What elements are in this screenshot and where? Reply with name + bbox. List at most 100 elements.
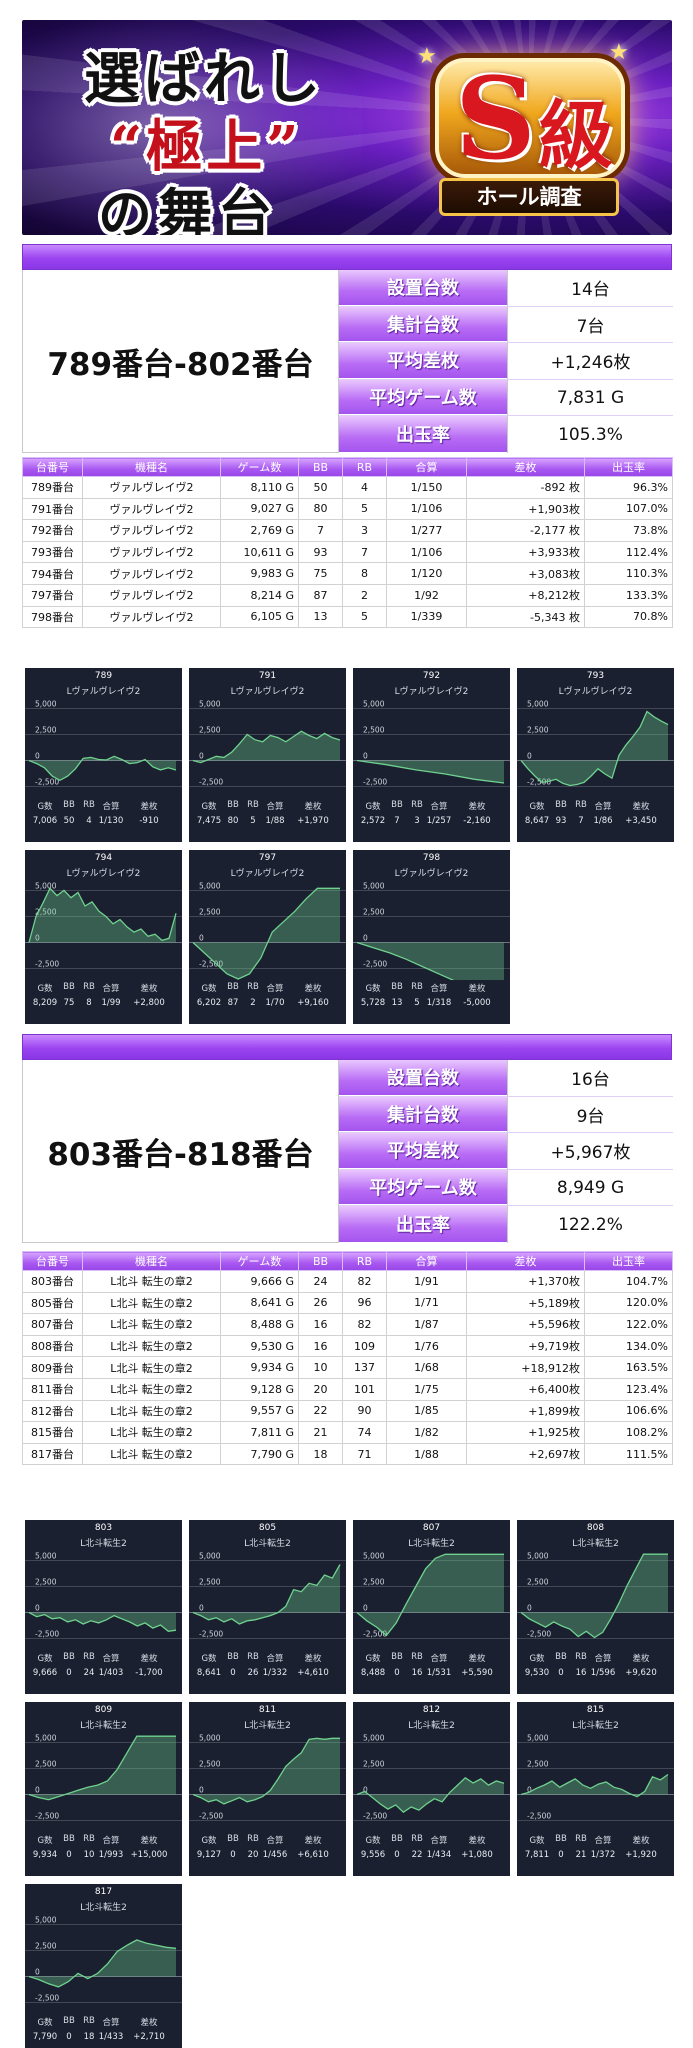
cell-stand-number: 811番台 — [22, 1377, 83, 1401]
stat-label: BB — [391, 1652, 403, 1662]
cell-bb: 75 — [298, 562, 343, 585]
stat-label: G数 — [365, 1654, 381, 1664]
stat-value: 1/434 — [426, 1850, 452, 1860]
stat-label: G数 — [201, 1654, 217, 1664]
stat-label: G数 — [37, 984, 53, 994]
cell-combined-rate: 1/87 — [386, 1313, 467, 1336]
table-row: 792番台 ヴァルヴレイヴ2 2,769 G 7 3 1/277 -2,177 枚 73.8% — [22, 519, 673, 542]
table-row: 811番台 L北斗 転生の章2 9,128 G 20 101 1/75 +6,400枚 123… — [22, 1377, 673, 1401]
cell-payout-rate: 96.3% — [584, 476, 673, 499]
s-class-emblem: ★ ★ ★ ★ S 級 ホール調査 — [397, 40, 652, 225]
stat-label: BB — [391, 800, 403, 810]
panel-stand-number: 791 — [258, 671, 277, 681]
stat-value: 2 — [250, 998, 256, 1008]
cell-difference: +2,697枚 — [466, 1442, 585, 1466]
panel-stand-number: 797 — [258, 853, 277, 863]
slot-graph-panel: 812 L北斗転生2 5,000 2,500 0 -2,500 G数 BB RB 合算 差枚 9,55… — [353, 1702, 510, 1876]
cell-stand-number: 807番台 — [22, 1313, 83, 1336]
cell-payout-rate: 133.3% — [584, 583, 673, 607]
stat-label: 合算 — [594, 802, 612, 812]
y-tick-label: 0 — [527, 1604, 532, 1613]
panel-stand-number: 807 — [422, 1523, 441, 1533]
y-tick-label: 0 — [363, 1604, 368, 1613]
cell-bb: 13 — [298, 605, 343, 629]
stat-label: RB — [411, 982, 423, 992]
y-tick-label: 0 — [527, 752, 532, 761]
summary-value: 105.3% — [507, 416, 673, 453]
stat-label: 合算 — [430, 802, 448, 812]
stat-label: 差枚 — [140, 1836, 158, 1846]
y-tick-label: 0 — [199, 752, 204, 761]
stat-value: +1,970 — [297, 816, 329, 826]
y-tick-label: 2,500 — [199, 1577, 221, 1586]
cell-machine-name: L北斗 転生の章2 — [82, 1356, 221, 1379]
cell-difference: -5,343 枚 — [466, 605, 585, 629]
difference-area — [193, 1564, 340, 1624]
badge-kanji: 級 — [539, 93, 613, 179]
stat-label: RB — [411, 800, 423, 810]
y-tick-label: 5,000 — [35, 1915, 57, 1924]
y-tick-label: 5,000 — [199, 1551, 221, 1560]
slot-graph-panel: 792 Lヴァルヴレイヴ2 5,000 2,500 0 -2,500 G数 BB RB 合算 差枚 2… — [353, 668, 510, 842]
stat-label: 差枚 — [304, 984, 322, 994]
summary-value: +1,246枚 — [507, 343, 673, 379]
panel-machine-name: Lヴァルヴレイヴ2 — [394, 687, 469, 697]
stat-label: RB — [575, 1834, 587, 1844]
cell-machine-name: L北斗 転生の章2 — [82, 1334, 221, 1358]
summary-row: 平均ゲーム数 7,831 G — [339, 379, 673, 417]
cell-payout-rate: 110.3% — [584, 562, 673, 585]
stat-label: BB — [63, 1652, 75, 1662]
cell-stand-number: 797番台 — [22, 583, 83, 607]
cell-combined-rate: 1/88 — [386, 1442, 467, 1466]
summary-row: 出玉率 105.3% — [339, 416, 673, 453]
stat-label: G数 — [365, 802, 381, 812]
stat-label: BB — [227, 982, 239, 992]
table-row: 805番台 L北斗 転生の章2 8,641 G 26 96 1/71 +5,189枚 120.… — [22, 1291, 673, 1315]
stat-label: BB — [391, 982, 403, 992]
stat-value: 0 — [66, 1850, 72, 1860]
y-tick-label: 2,500 — [35, 725, 57, 734]
y-tick-label: 2,500 — [363, 1577, 385, 1586]
cell-difference: +1,903枚 — [466, 497, 585, 521]
table-row: 793番台 ヴァルヴレイヴ2 10,611 G 93 7 1/106 +3,933枚 112.… — [22, 540, 673, 564]
stat-value: 13 — [391, 998, 403, 1008]
y-tick-label: -2,500 — [35, 960, 59, 969]
cell-payout-rate: 106.6% — [584, 1399, 673, 1423]
cell-difference: +6,400枚 — [466, 1377, 585, 1401]
cell-rb: 74 — [342, 1421, 387, 1444]
stat-value: +2,800 — [133, 998, 165, 1008]
y-tick-label: -2,500 — [363, 1630, 387, 1639]
stat-value: -2,160 — [463, 816, 491, 826]
cell-games: 8,110 G — [220, 476, 299, 499]
y-tick-label: 2,500 — [35, 1577, 57, 1586]
column-header: RB — [342, 457, 387, 477]
slot-graph-panel: 797 Lヴァルヴレイヴ2 5,000 2,500 0 -2,500 G数 BB RB 合算 差枚 6… — [189, 850, 346, 1024]
cell-payout-rate: 111.5% — [584, 1442, 673, 1466]
summary-label: 平均ゲーム数 — [339, 379, 507, 416]
stat-label: 差枚 — [140, 984, 158, 994]
section-title: 803番台-818番台 — [23, 1060, 339, 1242]
y-tick-label: 2,500 — [199, 725, 221, 734]
cell-payout-rate: 163.5% — [584, 1356, 673, 1379]
stat-label: 差枚 — [468, 1654, 486, 1664]
y-tick-label: 5,000 — [199, 881, 221, 890]
cell-stand-number: 789番台 — [22, 476, 83, 499]
cell-difference: +3,083枚 — [466, 562, 585, 585]
difference-area — [357, 942, 504, 980]
y-tick-label: 5,000 — [363, 881, 385, 890]
stat-label: RB — [247, 1834, 259, 1844]
stat-value: 21 — [575, 1850, 587, 1860]
panel-machine-name: L北斗転生2 — [408, 1539, 455, 1549]
slot-graph-panel: 793 Lヴァルヴレイヴ2 5,000 2,500 0 -2,500 G数 BB RB 合算 差枚 8… — [517, 668, 674, 842]
y-tick-label: 5,000 — [199, 699, 221, 708]
stat-label: 合算 — [102, 1836, 120, 1846]
stat-label: 合算 — [594, 1654, 612, 1664]
y-tick-label: 5,000 — [527, 699, 549, 708]
stat-label: 差枚 — [140, 1654, 158, 1664]
banner-image: 選ばれし “極上” の舞台 ★ ★ ★ ★ S 級 ホール調査 — [22, 20, 672, 235]
cell-rb: 101 — [342, 1377, 387, 1401]
difference-line — [28, 887, 177, 943]
y-tick-label: -2,500 — [527, 778, 551, 787]
stat-label: G数 — [201, 1836, 217, 1846]
cell-stand-number: 812番台 — [22, 1399, 83, 1423]
